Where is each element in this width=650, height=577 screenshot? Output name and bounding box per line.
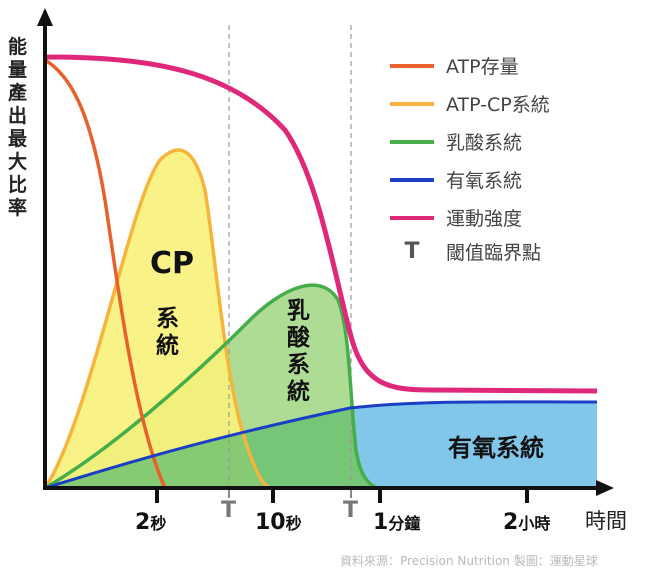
legend-swatch <box>390 177 434 182</box>
threshold-label-1: T <box>221 498 237 523</box>
legend-label: 乳酸系統 <box>446 132 523 154</box>
atp-curve <box>44 58 167 489</box>
aerobic-region-label: 有氧系統 <box>448 434 544 462</box>
x-tick-label-2h: 2小時 <box>503 510 551 535</box>
legend-atp-cp: ATP-CP系統 <box>390 90 550 117</box>
aerobic-curve <box>44 400 598 490</box>
x-tick-label-1min: 1分鐘 <box>373 510 421 535</box>
legend-label: ATP存量 <box>446 56 519 78</box>
legend-swatch <box>390 215 434 220</box>
intensity-curve <box>44 54 598 394</box>
cp-label: CP <box>150 246 195 281</box>
x-axis-label: 時間 <box>585 509 627 533</box>
legend-swatch <box>390 139 434 144</box>
x-ticks <box>155 490 529 503</box>
threshold-symbol: T <box>404 239 420 264</box>
lactic-curve <box>44 283 379 490</box>
legend-lactic: 乳酸系統 <box>390 128 522 155</box>
y-axis-label: 能量產出最大比率 <box>8 36 28 219</box>
cp-system-label: 系統 <box>156 306 179 359</box>
legend-intensity: 運動強度 <box>390 204 522 231</box>
x-tick-label-10s: 10秒 <box>255 510 302 535</box>
legend-swatch <box>390 101 434 106</box>
x-tick-label-2s: 2秒 <box>135 510 167 535</box>
legend-label: 有氧系統 <box>446 170 523 192</box>
legend-swatch <box>390 63 434 68</box>
cp-curve <box>43 148 271 490</box>
y-axis-arrow <box>37 8 53 26</box>
legend-aerobic: 有氧系統 <box>390 166 522 193</box>
threshold-label-2: T <box>343 498 359 523</box>
x-axis-arrow <box>596 480 614 496</box>
legend-threshold: T 閾值臨界點 <box>390 238 541 265</box>
overlap-area <box>45 408 378 488</box>
legend-atp: ATP存量 <box>390 52 519 79</box>
legend-label: 運動強度 <box>446 208 523 230</box>
legend-label: 閾值臨界點 <box>446 242 542 264</box>
cp-area <box>45 150 270 488</box>
legend-label: ATP-CP系統 <box>446 94 550 116</box>
lactic-region-label: 乳酸系統 <box>287 298 310 405</box>
source-credit: 資料來源：Precision Nutrition 製圖：運動星球 <box>340 554 598 568</box>
